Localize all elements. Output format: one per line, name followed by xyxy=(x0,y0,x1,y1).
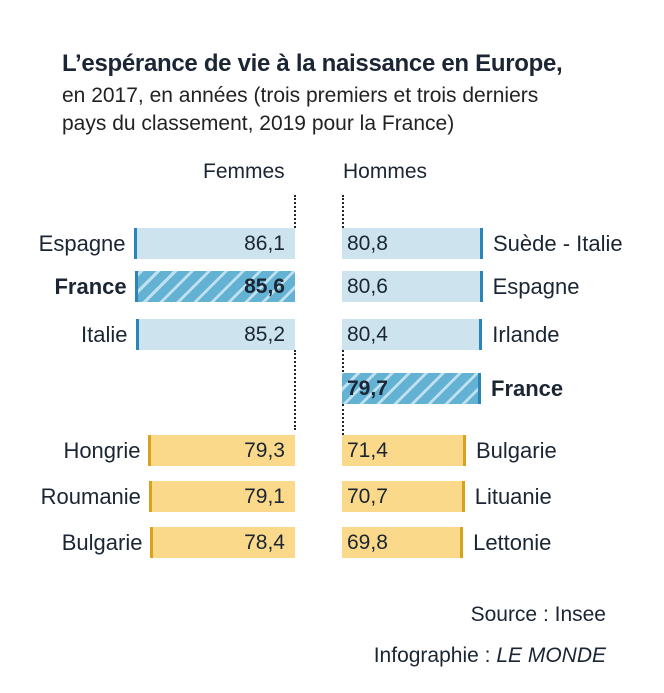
femmes-guide-bottom xyxy=(294,350,296,430)
hommes-header: Hommes xyxy=(343,160,428,183)
label-femmes-2: Italie xyxy=(81,322,128,347)
subtitle-line-1: en 2017, en années (trois premiers et tr… xyxy=(62,84,539,107)
bar-hommes-1: 80,6 xyxy=(342,271,483,302)
bar-femmes-4: 79,1 xyxy=(148,481,295,512)
bar-femmes-0: 86,1 xyxy=(133,228,295,259)
label-hommes-4: Bulgarie xyxy=(475,438,557,463)
femmes-header: Femmes xyxy=(203,160,285,183)
hommes-guide-bottom xyxy=(342,404,344,435)
credit-brand: LE MONDE xyxy=(496,644,606,667)
subtitle-line-2: pays du classement, 2019 pour la France) xyxy=(62,112,455,135)
label-femmes-1: France xyxy=(54,274,127,299)
label-hommes-3: France xyxy=(491,376,564,401)
hommes-guide-top xyxy=(342,195,344,228)
bar-femmes-3: 79,3 xyxy=(148,435,295,466)
label-hommes-5: Lituanie xyxy=(474,484,552,509)
bar-hommes-5: 70,7 xyxy=(342,481,465,512)
bar-femmes-1: 85,6 xyxy=(134,271,295,302)
bar-hommes-3: 79,7 xyxy=(342,373,481,404)
bar-hommes-6: 69,8 xyxy=(342,527,464,558)
chart-title: L’espérance de vie à la naissance en Eur… xyxy=(62,50,563,77)
label-femmes-0: Espagne xyxy=(38,231,126,256)
label-hommes-6: Lettonie xyxy=(473,530,552,555)
hommes-guide-mid xyxy=(342,350,344,372)
label-femmes-3: Hongrie xyxy=(63,438,141,463)
bar-femmes-2: 85,2 xyxy=(135,319,295,350)
source: Source : Insee xyxy=(470,603,606,626)
label-hommes-0: Suède - Italie xyxy=(492,231,623,256)
label-hommes-2: Irlande xyxy=(492,322,560,347)
bar-hommes-2: 80,4 xyxy=(342,319,483,350)
label-femmes-5: Bulgarie xyxy=(61,530,143,555)
credit-prefix: Infographie : xyxy=(373,644,497,667)
label-femmes-4: Roumanie xyxy=(40,484,141,509)
bar-hommes-0: 80,8 xyxy=(342,228,483,259)
label-hommes-1: Espagne xyxy=(492,274,580,299)
bar-hommes-4: 71,4 xyxy=(342,435,466,466)
credit: Infographie : LE MONDE xyxy=(374,644,606,668)
femmes-guide-top xyxy=(294,195,296,228)
bar-femmes-5: 78,4 xyxy=(150,527,295,558)
